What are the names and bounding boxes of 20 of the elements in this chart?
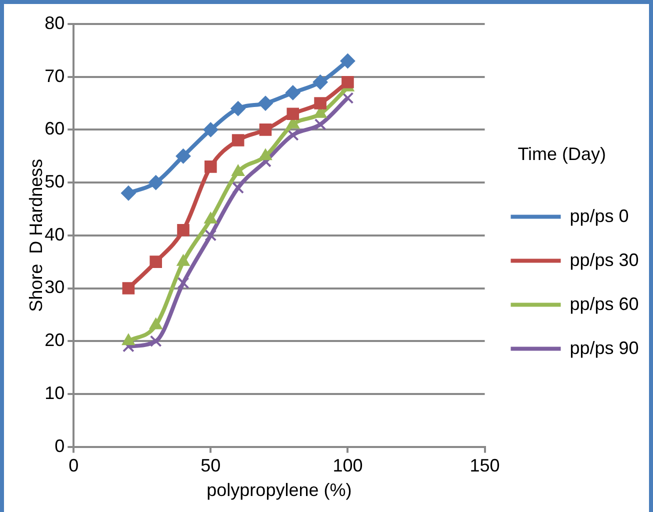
y-tick-label: 40: [44, 224, 65, 244]
y-tick-label: 0: [54, 436, 65, 456]
x-tick-label: 100: [332, 456, 363, 476]
y-tick-label: 60: [44, 118, 65, 139]
x-tick-label: 0: [68, 456, 79, 476]
legend-title: Time (Day): [518, 144, 606, 164]
legend-label: pp/ps 60: [570, 294, 639, 314]
y-tick-label: 80: [44, 12, 65, 33]
legend-label: pp/ps 90: [570, 338, 639, 358]
legend-label: pp/ps 0: [570, 206, 629, 226]
y-axis-title: Shore D Hardness: [26, 158, 46, 312]
y-tick-label: 10: [44, 382, 65, 403]
y-tick-label: 70: [44, 66, 65, 86]
x-tick-label: 150: [470, 456, 500, 476]
legend-label: pp/ps 30: [570, 250, 639, 270]
x-axis-title: polypropylene (%): [206, 480, 352, 500]
x-tick-label: 50: [200, 456, 221, 476]
y-tick-label: 30: [44, 277, 65, 298]
y-tick-label: 20: [44, 330, 65, 350]
y-tick-label: 50: [44, 172, 65, 192]
